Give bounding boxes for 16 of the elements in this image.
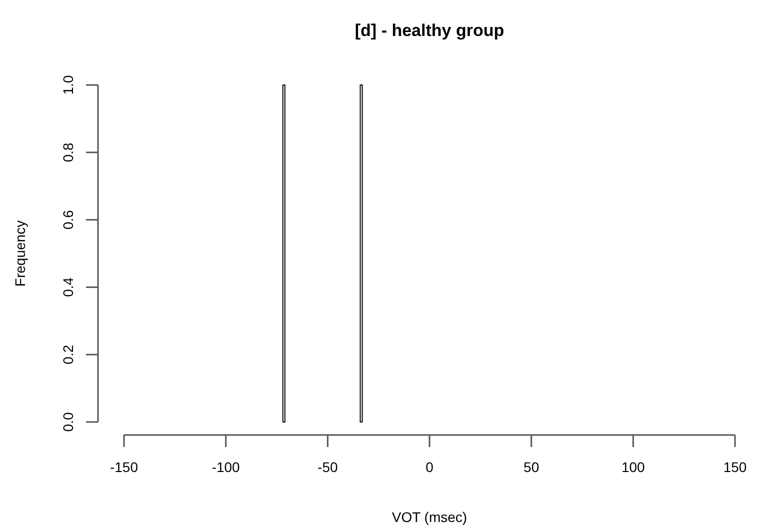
y-tick-label: 0.8 <box>60 142 76 162</box>
x-tick-label: 100 <box>621 459 646 475</box>
chart-title: [d] - healthy group <box>354 21 504 40</box>
x-tick-label: -100 <box>212 459 240 475</box>
y-tick-label: 0.4 <box>60 277 76 297</box>
x-tick-label: 0 <box>426 459 434 475</box>
x-tick-label: -50 <box>318 459 338 475</box>
y-tick-label: 0.2 <box>60 344 76 364</box>
y-tick-label: 1.0 <box>60 75 76 95</box>
x-tick-label: 50 <box>524 459 540 475</box>
y-axis-title: Frequency <box>12 220 28 287</box>
y-tick-label: 0.0 <box>60 412 76 432</box>
x-axis-title: VOT (msec) <box>392 509 468 525</box>
x-tick-label: 150 <box>723 459 747 475</box>
y-tick-label: 0.6 <box>60 210 76 230</box>
x-tick-label: -150 <box>110 459 138 475</box>
